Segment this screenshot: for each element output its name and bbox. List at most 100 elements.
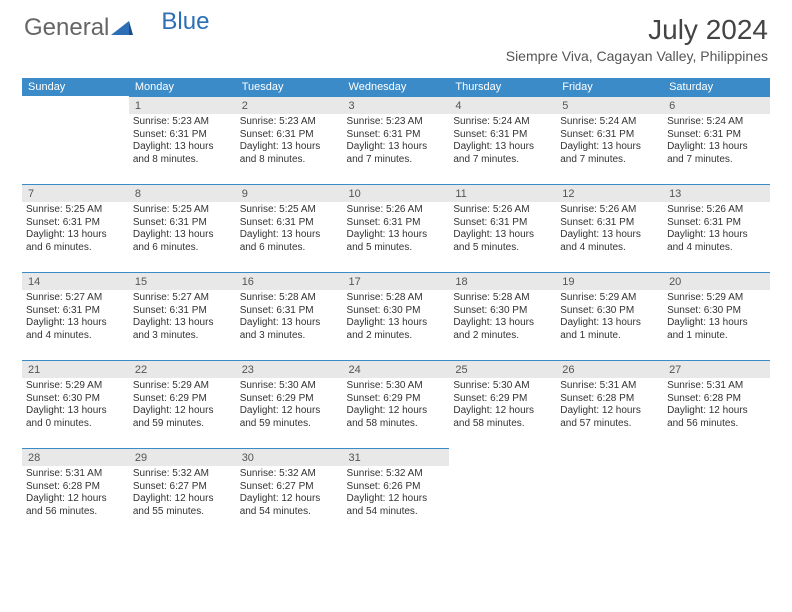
- day-number: 11: [449, 184, 556, 202]
- daylight-text: Daylight: 13 hours: [240, 317, 339, 330]
- sunset-text: Sunset: 6:29 PM: [347, 393, 446, 406]
- day-details: Sunrise: 5:28 AMSunset: 6:30 PMDaylight:…: [449, 290, 556, 346]
- page-header: General Blue July 2024 Siempre Viva, Cag…: [0, 0, 792, 70]
- day-cell-body: Sunrise: 5:29 AMSunset: 6:29 PMDaylight:…: [129, 378, 236, 448]
- daylight-text: Daylight: 12 hours: [667, 405, 766, 418]
- day-cell-body: Sunrise: 5:27 AMSunset: 6:31 PMDaylight:…: [129, 290, 236, 360]
- day-cell-number: [663, 448, 770, 466]
- weekday-header: Sunday: [22, 78, 129, 96]
- sunrise-text: Sunrise: 5:30 AM: [240, 380, 339, 393]
- day-cell-number: 5: [556, 96, 663, 114]
- daylight-text-2: and 5 minutes.: [347, 242, 446, 255]
- day-details: Sunrise: 5:31 AMSunset: 6:28 PMDaylight:…: [663, 378, 770, 434]
- sunrise-text: Sunrise: 5:27 AM: [26, 292, 125, 305]
- daynum-row: 28293031: [22, 448, 770, 466]
- day-cell-body: Sunrise: 5:31 AMSunset: 6:28 PMDaylight:…: [556, 378, 663, 448]
- daylight-text: Daylight: 12 hours: [26, 493, 125, 506]
- day-cell-body: Sunrise: 5:31 AMSunset: 6:28 PMDaylight:…: [663, 378, 770, 448]
- daylight-text-2: and 6 minutes.: [26, 242, 125, 255]
- calendar-body: 123456Sunrise: 5:23 AMSunset: 6:31 PMDay…: [22, 96, 770, 536]
- daynum-row: 123456: [22, 96, 770, 114]
- sunrise-text: Sunrise: 5:31 AM: [26, 468, 125, 481]
- daylight-text-2: and 55 minutes.: [133, 506, 232, 519]
- daylight-text-2: and 57 minutes.: [560, 418, 659, 431]
- day-number: 13: [663, 184, 770, 202]
- sunrise-text: Sunrise: 5:26 AM: [453, 204, 552, 217]
- weekday-header: Saturday: [663, 78, 770, 96]
- sunset-text: Sunset: 6:31 PM: [453, 129, 552, 142]
- brand-logo: General Blue: [24, 14, 209, 42]
- daybody-row: Sunrise: 5:29 AMSunset: 6:30 PMDaylight:…: [22, 378, 770, 448]
- location-subtitle: Siempre Viva, Cagayan Valley, Philippine…: [506, 48, 768, 64]
- daylight-text: Daylight: 13 hours: [560, 141, 659, 154]
- daylight-text: Daylight: 12 hours: [347, 405, 446, 418]
- sunset-text: Sunset: 6:29 PM: [240, 393, 339, 406]
- day-number: 9: [236, 184, 343, 202]
- day-cell-body: [449, 466, 556, 536]
- daylight-text-2: and 5 minutes.: [453, 242, 552, 255]
- sunset-text: Sunset: 6:31 PM: [240, 217, 339, 230]
- sunset-text: Sunset: 6:31 PM: [560, 217, 659, 230]
- daylight-text-2: and 1 minute.: [667, 330, 766, 343]
- day-number: 25: [449, 360, 556, 378]
- day-cell-body: Sunrise: 5:25 AMSunset: 6:31 PMDaylight:…: [22, 202, 129, 272]
- daylight-text: Daylight: 13 hours: [133, 141, 232, 154]
- sunrise-text: Sunrise: 5:32 AM: [133, 468, 232, 481]
- daylight-text: Daylight: 13 hours: [133, 229, 232, 242]
- sunset-text: Sunset: 6:28 PM: [26, 481, 125, 494]
- day-cell-number: [449, 448, 556, 466]
- daybody-row: Sunrise: 5:23 AMSunset: 6:31 PMDaylight:…: [22, 114, 770, 184]
- day-cell-body: Sunrise: 5:27 AMSunset: 6:31 PMDaylight:…: [22, 290, 129, 360]
- day-details: Sunrise: 5:31 AMSunset: 6:28 PMDaylight:…: [22, 466, 129, 522]
- sunrise-text: Sunrise: 5:28 AM: [240, 292, 339, 305]
- day-details: Sunrise: 5:32 AMSunset: 6:27 PMDaylight:…: [129, 466, 236, 522]
- day-cell-number: 11: [449, 184, 556, 202]
- sunset-text: Sunset: 6:30 PM: [26, 393, 125, 406]
- day-cell-body: Sunrise: 5:29 AMSunset: 6:30 PMDaylight:…: [556, 290, 663, 360]
- day-cell-body: Sunrise: 5:25 AMSunset: 6:31 PMDaylight:…: [129, 202, 236, 272]
- sunrise-text: Sunrise: 5:25 AM: [240, 204, 339, 217]
- day-details: Sunrise: 5:23 AMSunset: 6:31 PMDaylight:…: [129, 114, 236, 170]
- day-cell-body: Sunrise: 5:32 AMSunset: 6:27 PMDaylight:…: [129, 466, 236, 536]
- day-cell-number: 9: [236, 184, 343, 202]
- sunset-text: Sunset: 6:31 PM: [667, 129, 766, 142]
- brand-text-general: General: [24, 14, 109, 42]
- day-cell-body: Sunrise: 5:23 AMSunset: 6:31 PMDaylight:…: [343, 114, 450, 184]
- daylight-text: Daylight: 13 hours: [453, 229, 552, 242]
- daylight-text: Daylight: 13 hours: [347, 141, 446, 154]
- daylight-text-2: and 56 minutes.: [667, 418, 766, 431]
- sunset-text: Sunset: 6:31 PM: [133, 129, 232, 142]
- day-cell-body: [556, 466, 663, 536]
- day-cell-body: Sunrise: 5:28 AMSunset: 6:30 PMDaylight:…: [343, 290, 450, 360]
- sunrise-text: Sunrise: 5:27 AM: [133, 292, 232, 305]
- day-details: Sunrise: 5:29 AMSunset: 6:30 PMDaylight:…: [556, 290, 663, 346]
- daylight-text: Daylight: 13 hours: [453, 317, 552, 330]
- sunrise-text: Sunrise: 5:31 AM: [667, 380, 766, 393]
- daylight-text: Daylight: 13 hours: [667, 229, 766, 242]
- weekday-header: Thursday: [449, 78, 556, 96]
- day-cell-body: Sunrise: 5:23 AMSunset: 6:31 PMDaylight:…: [236, 114, 343, 184]
- sunset-text: Sunset: 6:29 PM: [453, 393, 552, 406]
- sunset-text: Sunset: 6:31 PM: [26, 217, 125, 230]
- day-number: 2: [236, 96, 343, 114]
- sunset-text: Sunset: 6:27 PM: [133, 481, 232, 494]
- day-cell-number: 20: [663, 272, 770, 290]
- day-cell-number: 16: [236, 272, 343, 290]
- day-cell-number: 30: [236, 448, 343, 466]
- daylight-text-2: and 7 minutes.: [453, 154, 552, 167]
- daylight-text-2: and 1 minute.: [560, 330, 659, 343]
- daylight-text: Daylight: 13 hours: [26, 405, 125, 418]
- day-number: 29: [129, 448, 236, 466]
- daylight-text-2: and 54 minutes.: [240, 506, 339, 519]
- day-number: 15: [129, 272, 236, 290]
- daybody-row: Sunrise: 5:25 AMSunset: 6:31 PMDaylight:…: [22, 202, 770, 272]
- day-details: Sunrise: 5:27 AMSunset: 6:31 PMDaylight:…: [129, 290, 236, 346]
- day-cell-number: 10: [343, 184, 450, 202]
- day-number: 30: [236, 448, 343, 466]
- sunrise-text: Sunrise: 5:29 AM: [667, 292, 766, 305]
- daylight-text: Daylight: 12 hours: [133, 493, 232, 506]
- day-cell-number: 28: [22, 448, 129, 466]
- day-cell-number: 23: [236, 360, 343, 378]
- sunset-text: Sunset: 6:31 PM: [133, 217, 232, 230]
- sunset-text: Sunset: 6:31 PM: [240, 129, 339, 142]
